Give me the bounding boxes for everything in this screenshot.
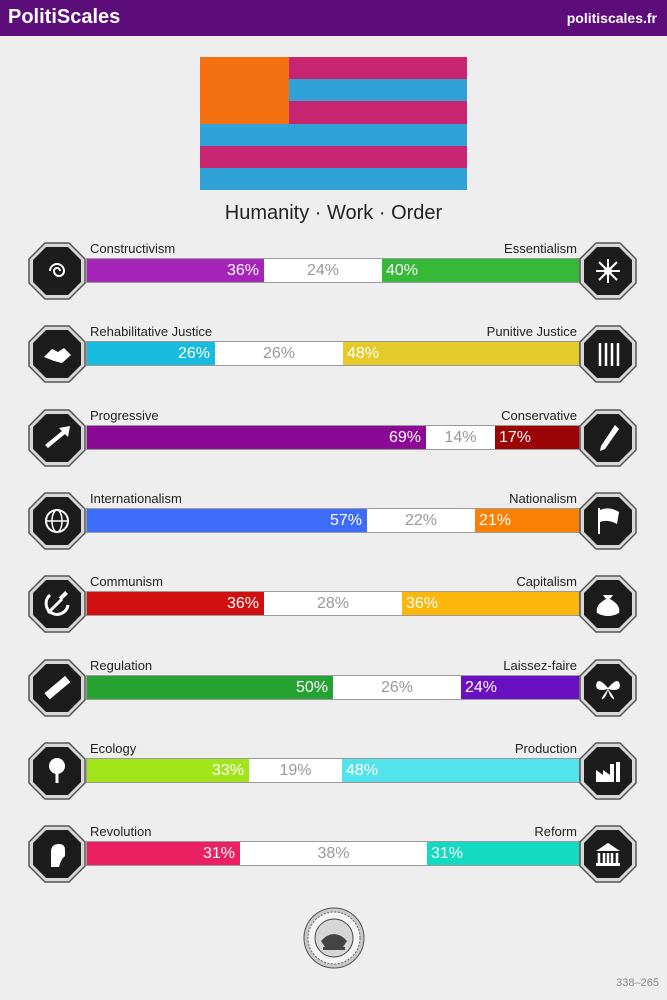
- axis-row: Regulation Laissez-faire 50% 26% 24%: [0, 654, 667, 738]
- flower-dna-icon: [579, 242, 637, 300]
- axis-right-label: Reform: [534, 824, 577, 840]
- factory-icon: [579, 742, 637, 800]
- axis-left-value: 31%: [87, 842, 240, 866]
- flag-stripe: [200, 145, 467, 168]
- axis-left-value: 57%: [87, 508, 367, 532]
- axis-left-label: Internationalism: [90, 490, 182, 506]
- site-url[interactable]: politiscales.fr: [566, 10, 657, 26]
- axis-neutral-value: 19%: [249, 758, 342, 782]
- axis-right-label: Essentialism: [504, 241, 577, 256]
- axis-right-label: Nationalism: [509, 490, 577, 506]
- butterfly-icon: [579, 658, 637, 717]
- flag-stripe: [200, 123, 467, 146]
- axis-bar: 57% 22% 21%: [86, 507, 580, 533]
- axis-bar: 50% 26% 24%: [86, 674, 580, 700]
- prison-bars-icon: [579, 325, 637, 384]
- mind-spiral-icon: [28, 242, 86, 300]
- hammer-sickle-icon: [28, 575, 86, 633]
- axis-right-value: 17%: [495, 425, 579, 449]
- ideology-title: Humanity · Work · Order: [224, 202, 443, 224]
- axis-right-value: 24%: [461, 675, 579, 699]
- axis-row: Revolution Reform 31% 38% 31%: [0, 820, 667, 904]
- axis-right-value: 48%: [343, 342, 579, 366]
- axis-left-label: Progressive: [90, 407, 159, 423]
- axis-neutral-value: 28%: [264, 592, 402, 616]
- handshake-icon: [28, 325, 86, 384]
- axis-left-label: Communism: [90, 574, 163, 590]
- parliament-icon: [579, 825, 637, 883]
- axis-right-value: 31%: [427, 842, 579, 866]
- axis-neutral-value: 38%: [240, 842, 427, 866]
- axis-right-value: 21%: [475, 508, 579, 532]
- ruler-icon: [28, 658, 86, 717]
- money-bag-icon: [579, 575, 637, 633]
- axis-left-label: Rehabilitative Justice: [90, 324, 213, 340]
- axis-row: Constructivism Essentialism 36% 24% 40%: [0, 237, 667, 321]
- quill-pen-icon: [579, 408, 637, 467]
- axis-left-value: 26%: [87, 342, 215, 366]
- site-brand[interactable]: PolitiScales: [8, 6, 121, 28]
- axis-neutral-value: 24%: [264, 259, 382, 282]
- axis-left-value: 69%: [87, 425, 426, 449]
- axis-left-label: Ecology: [90, 740, 137, 756]
- axis-right-label: Punitive Justice: [486, 324, 577, 340]
- axis-right-label: Laissez-faire: [503, 657, 577, 673]
- flag-canton: [200, 57, 289, 124]
- axis-row: Communism Capitalism 36% 28% 36%: [0, 570, 667, 654]
- axis-left-value: 36%: [87, 592, 264, 616]
- globe-icon: [28, 492, 86, 550]
- axis-right-label: Conservative: [501, 407, 577, 423]
- tree-icon: [28, 742, 86, 800]
- raised-fist-icon: [28, 825, 86, 883]
- axis-row: Rehabilitative Justice Punitive Justice 26…: [0, 320, 667, 404]
- axis-neutral-value: 14%: [426, 425, 495, 449]
- axis-bar: 33% 19% 48%: [86, 757, 580, 783]
- axis-left-value: 36%: [87, 259, 264, 282]
- axis-right-label: Capitalism: [516, 574, 577, 590]
- axis-right-value: 36%: [402, 592, 579, 616]
- header-bar: PolitiScales politiscales.fr: [0, 0, 667, 36]
- axis-left-value: 50%: [87, 675, 333, 699]
- axis-row: Internationalism Nationalism 57% 22% 21%: [0, 487, 667, 571]
- axis-left-label: Regulation: [90, 657, 153, 673]
- axis-right-label: Production: [514, 740, 577, 756]
- axis-bar: 36% 28% 36%: [86, 591, 580, 617]
- axis-left-value: 33%: [87, 758, 249, 782]
- axis-right-value: 48%: [342, 758, 579, 782]
- ideology-flag: [200, 57, 467, 190]
- flag-icon: [579, 492, 637, 550]
- axis-row: Ecology Production 33% 19% 48%: [0, 737, 667, 821]
- axis-neutral-value: 26%: [215, 342, 343, 366]
- axis-bar: 26% 26% 48%: [86, 341, 580, 367]
- axis-neutral-value: 22%: [367, 508, 475, 532]
- axis-left-label: Revolution: [90, 824, 152, 840]
- axis-right-value: 40%: [382, 259, 579, 282]
- axis-neutral-value: 26%: [333, 675, 461, 699]
- axis-bar: 69% 14% 17%: [86, 424, 580, 450]
- flag-stripe: [200, 168, 467, 190]
- axis-row: Progressive Conservative 69% 14% 17%: [0, 404, 667, 488]
- axis-left-label: Constructivism: [90, 241, 176, 256]
- forward-arrow-icon: [28, 408, 86, 467]
- seal-badge-icon: [303, 907, 365, 969]
- axis-bar: 36% 24% 40%: [86, 258, 580, 283]
- axis-bar: 31% 38% 31%: [86, 841, 580, 867]
- footer-code: 338–265: [616, 977, 659, 989]
